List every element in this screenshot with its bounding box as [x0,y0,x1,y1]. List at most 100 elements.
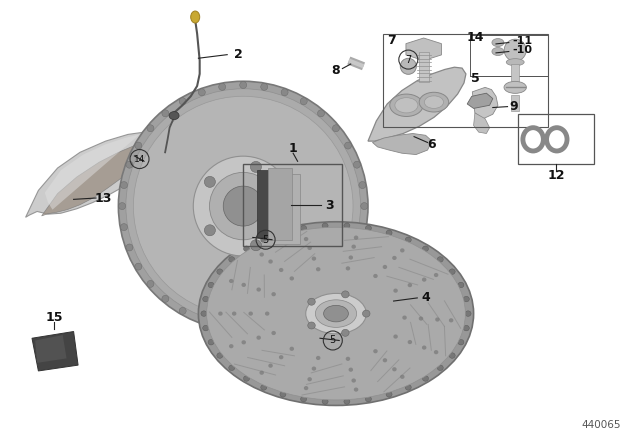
Ellipse shape [191,11,200,23]
Ellipse shape [458,340,464,345]
Circle shape [204,177,216,187]
Ellipse shape [424,96,444,108]
Ellipse shape [354,388,358,392]
Ellipse shape [312,257,316,261]
Circle shape [281,316,288,323]
Ellipse shape [316,300,356,327]
Circle shape [126,161,133,168]
Circle shape [332,280,339,288]
Ellipse shape [394,289,398,293]
Ellipse shape [307,377,312,381]
Ellipse shape [217,353,223,358]
Polygon shape [467,93,493,108]
Ellipse shape [257,288,261,292]
Ellipse shape [351,379,356,383]
Ellipse shape [308,298,316,305]
Ellipse shape [228,365,235,370]
Ellipse shape [207,227,465,400]
Ellipse shape [289,276,294,280]
Ellipse shape [434,350,438,354]
Circle shape [162,110,169,117]
Circle shape [361,202,368,210]
Text: -10: -10 [512,45,532,55]
Polygon shape [472,87,498,119]
Bar [470,35,548,76]
Ellipse shape [422,376,428,381]
Ellipse shape [506,59,524,66]
Circle shape [118,81,368,331]
Ellipse shape [265,311,269,316]
Circle shape [147,125,154,132]
Ellipse shape [383,265,387,269]
Ellipse shape [279,355,284,359]
Ellipse shape [422,246,428,251]
Circle shape [353,161,360,168]
Polygon shape [32,332,78,371]
Ellipse shape [362,310,370,317]
Circle shape [353,244,360,251]
Ellipse shape [228,257,235,262]
Polygon shape [406,38,442,60]
Ellipse shape [316,356,321,360]
Circle shape [401,58,417,74]
Ellipse shape [463,325,469,331]
Text: -11: -11 [512,36,532,46]
Circle shape [317,110,324,117]
Ellipse shape [316,267,321,271]
Text: 440065: 440065 [582,420,621,430]
Text: 14: 14 [466,30,484,44]
Ellipse shape [392,367,397,371]
Circle shape [179,307,186,314]
Text: 14: 14 [134,155,145,164]
Ellipse shape [419,92,449,112]
Circle shape [198,89,205,96]
Ellipse shape [304,386,308,390]
Circle shape [240,323,246,331]
Polygon shape [474,113,490,134]
Circle shape [133,96,353,316]
Ellipse shape [229,279,234,283]
Ellipse shape [208,282,214,288]
Ellipse shape [449,318,453,323]
Text: 8: 8 [332,64,340,78]
Ellipse shape [458,282,464,288]
Ellipse shape [306,293,366,334]
Polygon shape [26,132,166,217]
Circle shape [300,307,307,314]
Ellipse shape [244,376,250,381]
Ellipse shape [492,39,504,47]
Circle shape [250,240,261,251]
Bar [243,164,342,246]
Ellipse shape [354,236,358,240]
Ellipse shape [229,344,234,348]
Ellipse shape [395,98,418,113]
Ellipse shape [268,364,273,368]
Text: 9: 9 [509,100,518,113]
Ellipse shape [373,349,378,353]
Circle shape [135,263,142,270]
Bar [511,64,519,84]
Ellipse shape [365,225,371,231]
Ellipse shape [422,277,426,282]
Ellipse shape [271,331,276,335]
Ellipse shape [208,340,214,345]
Ellipse shape [322,399,328,404]
Ellipse shape [386,230,392,236]
Text: 7: 7 [405,55,412,65]
Ellipse shape [307,246,312,250]
Ellipse shape [268,259,273,263]
Circle shape [126,244,133,251]
Ellipse shape [289,347,294,351]
Ellipse shape [301,225,307,231]
Circle shape [223,186,263,226]
Polygon shape [42,139,155,216]
Ellipse shape [169,112,179,120]
Ellipse shape [346,266,350,271]
Ellipse shape [349,255,353,260]
Ellipse shape [383,358,387,362]
Text: 5: 5 [470,72,479,85]
Ellipse shape [408,340,412,344]
Circle shape [344,142,351,149]
Text: 6: 6 [428,138,436,151]
Ellipse shape [449,353,455,358]
